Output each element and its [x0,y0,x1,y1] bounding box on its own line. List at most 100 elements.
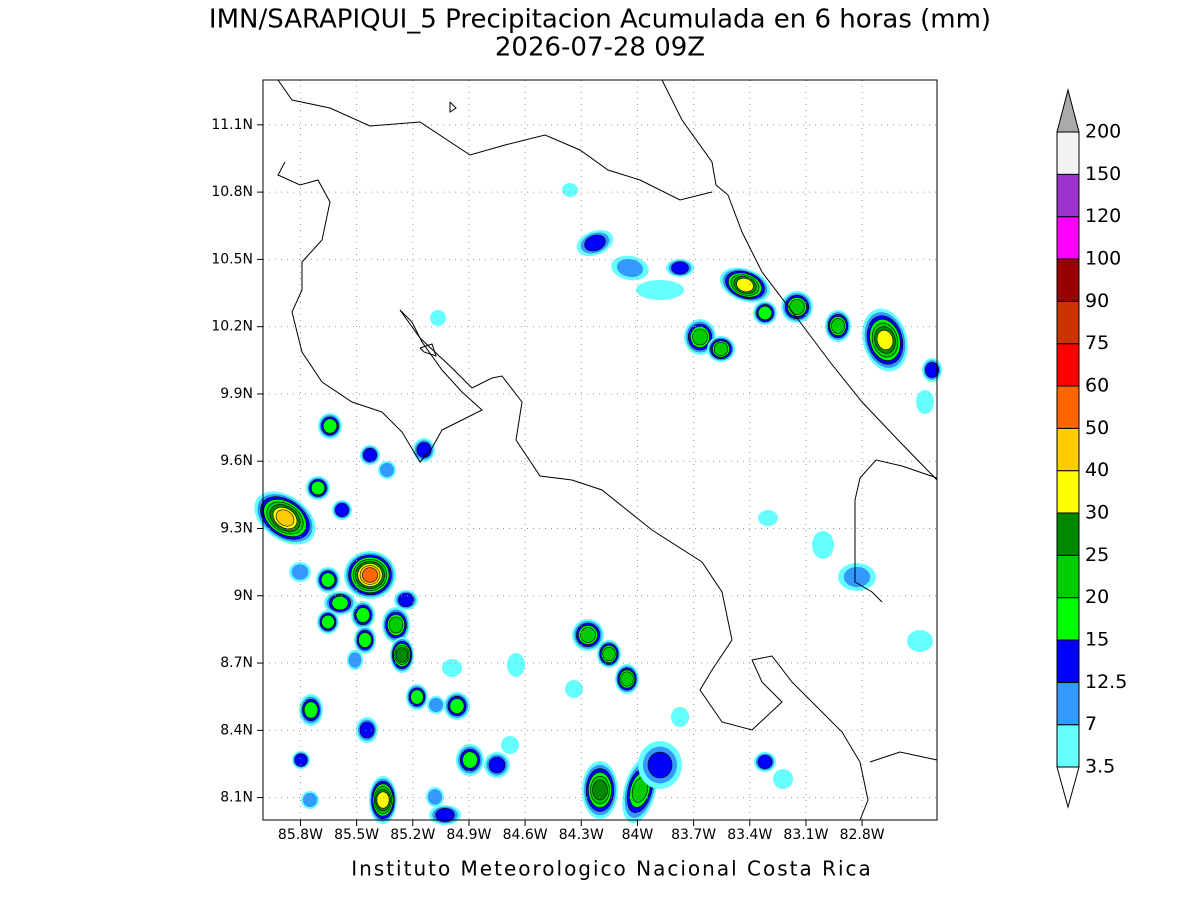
y-tick-label: 8.1N [220,790,253,806]
precip-contour [488,756,506,774]
y-tick-label: 10.2N [211,319,253,335]
precip-contour [916,390,934,414]
precip-contour [335,503,349,517]
x-tick-label: 83.7W [671,827,716,843]
colorbar-box [1056,554,1080,599]
coastline [399,309,869,821]
precip-contour [584,234,606,252]
colorbar-label: 40 [1085,459,1109,481]
colorbar-box [1056,724,1080,768]
x-tick-label: 83.4W [727,827,772,843]
precip-contour [363,448,377,462]
precip-contour [395,647,409,663]
colorbar-label: 150 [1085,163,1121,185]
precip-contour [580,627,596,643]
precip-contour [416,442,432,458]
y-tick-label: 10.8N [211,184,253,200]
coastline [277,79,713,201]
precip-contour [398,593,414,607]
x-tick-label: 84.9W [446,827,491,843]
precip-contour [321,614,335,630]
precip-contour [831,318,845,334]
x-tick-label: 85.5W [334,827,379,843]
precip-contour [789,299,805,315]
colorbar-box [1056,512,1080,556]
coastline [277,79,938,821]
precip-contour [671,707,689,727]
colorbar-overflow [1056,88,1080,133]
precip-contour [294,753,308,767]
precip-contour [565,680,583,698]
precip-contour [348,652,362,668]
colorbar-label: 15 [1085,629,1109,651]
colorbar-label: 30 [1085,502,1109,524]
coastline [419,343,437,357]
x-tick-label: 85.8W [278,827,323,843]
colorbar-label: 200 [1085,121,1121,143]
precip-contour [355,607,371,623]
colorbar: 3.5 7 12.5 15 20 25 30 40 50 60 75 90 100 120 150 200 [1056,88,1127,809]
y-tick-label: 9.3N [220,520,253,536]
colorbar-label: 120 [1085,205,1121,227]
precip-contour [562,183,578,197]
colorbar-label: 12.5 [1085,671,1127,693]
precip-contour [592,779,608,801]
precip-contour [331,595,349,611]
precip-contour [647,751,673,779]
precip-contour [843,566,871,588]
colorbar-box [1056,681,1080,726]
precip-contour [303,701,319,719]
precip-contour [773,769,793,789]
precip-contour [320,572,336,588]
y-tick-label: 9N [234,588,253,604]
precip-contour [812,531,834,559]
precip-contour [410,689,424,705]
colorbar-label: 60 [1085,375,1109,397]
plot-frame [262,79,938,821]
precip-contour [442,659,462,677]
precip-contour [907,630,933,652]
precip-contour [620,671,634,687]
x-tick-label: 85.2W [390,827,435,843]
y-tick-label: 9.6N [220,453,253,469]
colorbar-box [1056,470,1080,514]
y-tick-label: 10.5N [211,251,253,267]
colorbar-box [1056,300,1080,345]
precip-contour [388,616,404,634]
footer: Instituto Meteorologico Nacional Costa R… [351,857,873,881]
x-tick-label: 82.8W [840,827,885,843]
coastline [277,161,483,463]
x-tick-label: 83.1W [783,827,828,843]
precip-contour [501,736,519,754]
precip-contour [507,653,525,677]
colorbar-label: 25 [1085,544,1109,566]
precip-contour [758,510,778,526]
colorbar-underflow [1056,766,1080,809]
colorbar-label: 50 [1085,417,1109,439]
precip-contour [876,329,894,351]
colorbar-label: 75 [1085,332,1109,354]
colorbar-box [1056,597,1080,641]
axis-labels: 85.8W 85.5W 85.2W 84.9W 84.6W 84.3W 84W 83.7W 83… [211,117,884,843]
colorbar-box [1056,131,1080,175]
colorbar-box [1056,258,1080,302]
colorbar-label: 3.5 [1085,756,1115,778]
colorbar-box [1056,343,1080,387]
title: IMN/SARAPIQUI_5 Precipitacion Acumulada … [209,5,991,35]
precip-contour [757,305,773,321]
precip-contour [428,697,444,713]
colorbar-box [1056,639,1080,683]
coastline [449,101,457,113]
coastline [661,79,938,481]
precip-contour [616,258,644,278]
precip-contour [379,462,395,478]
x-tick-label: 84.3W [559,827,604,843]
subtitle: 2026-07-28 09Z [495,33,705,63]
y-tick-label: 9.9N [220,386,253,402]
y-tick-label: 8.4N [220,722,253,738]
precip-contour [376,791,390,809]
x-tick-label: 84.6W [503,827,548,843]
colorbar-box [1056,385,1080,429]
y-tick-label: 8.7N [220,655,253,671]
